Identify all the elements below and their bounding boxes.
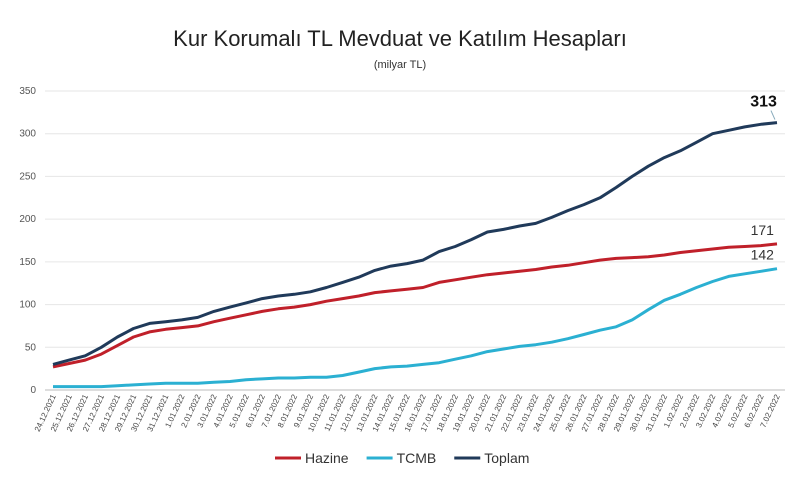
series-line — [52, 242, 778, 369]
y-tick-label: 300 — [19, 129, 36, 140]
legend-label: TCMB — [397, 450, 437, 466]
y-tick-label: 100 — [19, 300, 36, 311]
y-tick-label: 0 — [30, 385, 36, 396]
y-tick-label: 350 — [19, 86, 36, 97]
chart-subtitle: (milyar TL) — [374, 59, 426, 71]
chart-title: Kur Korumalı TL Mevduat ve Katılım Hesap… — [173, 26, 627, 51]
series-line — [52, 121, 778, 366]
y-tick-label: 150 — [19, 257, 36, 268]
data-label: 142 — [751, 247, 775, 263]
data-label: 313 — [750, 94, 777, 111]
legend-label: Toplam — [484, 450, 529, 466]
y-tick-label: 200 — [19, 214, 36, 225]
series-line — [53, 267, 778, 389]
y-tick-label: 250 — [19, 171, 36, 182]
leader-line — [770, 110, 776, 120]
data-label: 171 — [751, 222, 775, 238]
legend-label: Hazine — [305, 450, 349, 466]
y-tick-label: 50 — [25, 342, 37, 353]
